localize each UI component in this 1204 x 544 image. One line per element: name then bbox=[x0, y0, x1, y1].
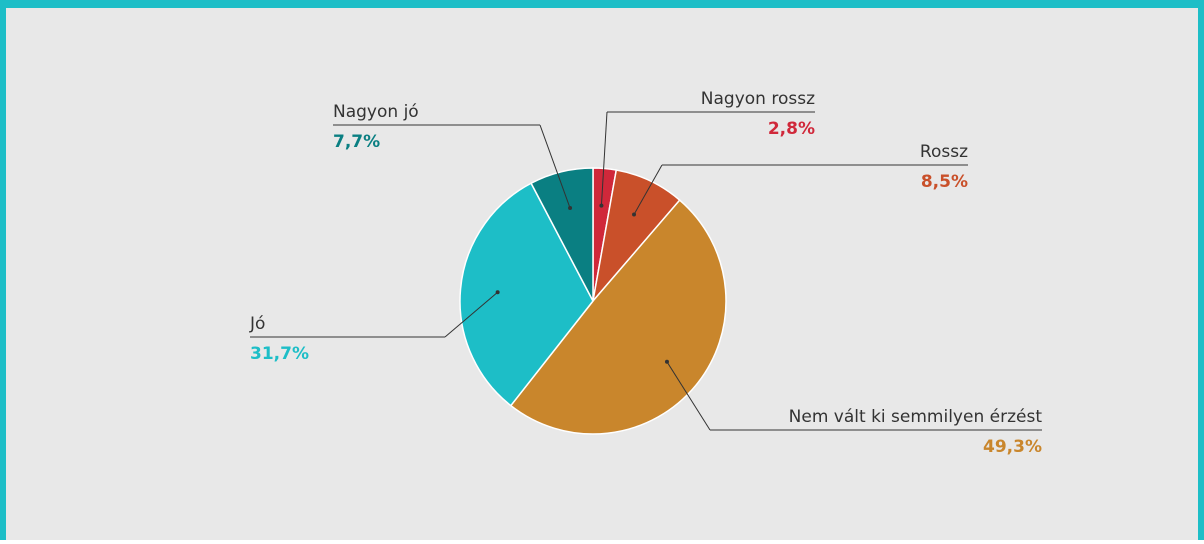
leader-dot bbox=[632, 212, 637, 217]
pie-slice bbox=[530, 167, 594, 302]
slice-label: Jó bbox=[249, 314, 265, 334]
leader-line bbox=[600, 111, 608, 206]
value-label: 2,8% bbox=[768, 119, 815, 139]
value-label: 31,7% bbox=[250, 344, 309, 364]
slice-label: Rossz bbox=[920, 142, 968, 162]
leader-dot bbox=[495, 290, 500, 295]
slice-label: Nem vált ki semmilyen érzést bbox=[789, 407, 1043, 427]
leader-dot bbox=[664, 359, 669, 364]
leader-dot bbox=[568, 206, 573, 211]
value-label: 49,3% bbox=[983, 437, 1042, 457]
pie-slice bbox=[509, 199, 727, 435]
slice-label: Nagyon jó bbox=[333, 102, 419, 122]
leader-line bbox=[633, 164, 663, 215]
value-label: 7,7% bbox=[333, 132, 380, 152]
leader-line bbox=[666, 361, 711, 431]
slice-label: Nagyon rossz bbox=[701, 89, 815, 109]
value-label: 8,5% bbox=[921, 172, 968, 192]
leader-line bbox=[444, 291, 498, 338]
leader-dot bbox=[599, 203, 604, 208]
leader-line bbox=[539, 124, 571, 209]
chart: Nagyon rossz 2,8% Rossz 8,5% Nem vált ki sem… bbox=[249, 89, 1043, 457]
